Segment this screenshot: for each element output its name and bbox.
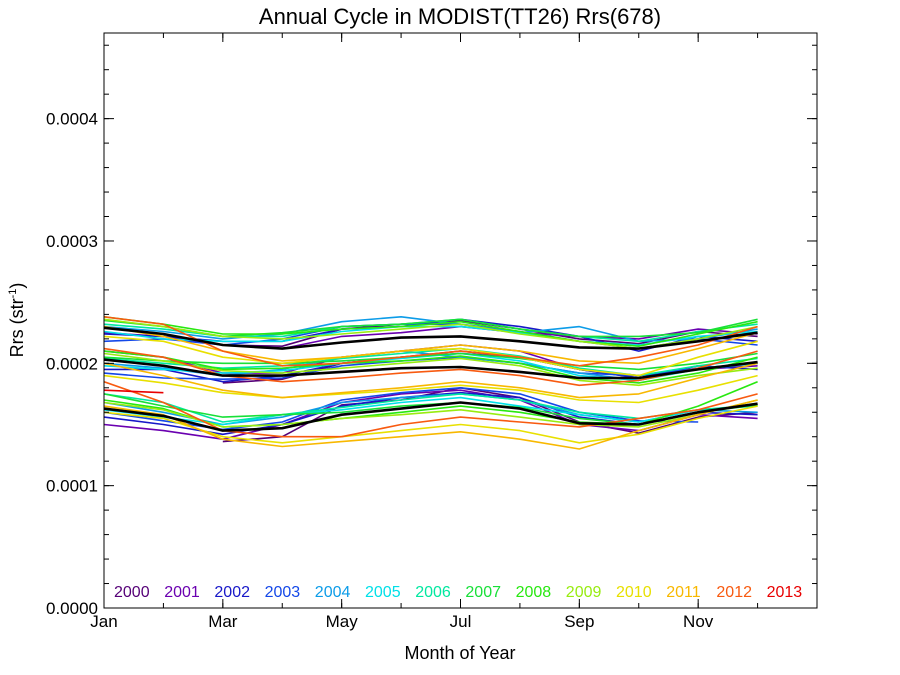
series-line-mean-2 [103, 326, 758, 350]
y-tick-label: 0.0001 [46, 477, 98, 496]
series-line-mean-1 [103, 358, 758, 380]
series-line-2011-1-0 [103, 362, 758, 399]
legend-entry-2012: 2012 [716, 584, 752, 601]
series-line-2010-1-0 [103, 374, 758, 404]
y-axis-label: Rrs (str-1) [7, 283, 27, 358]
legend-entry-2000: 2000 [114, 584, 150, 601]
legend-entry-2007: 2007 [465, 584, 501, 601]
series-line-2010-0-0 [103, 405, 758, 444]
legend-entry-2005: 2005 [365, 584, 401, 601]
y-tick-label: 0.0003 [46, 232, 98, 251]
x-tick-label: Sep [564, 612, 594, 631]
legend-entry-2001: 2001 [164, 584, 200, 601]
y-axis-label-superscript: -1 [7, 289, 19, 299]
series-line-2008-1-0 [103, 350, 758, 384]
series-line-2009-1-0 [103, 352, 758, 387]
series-line-2012-2-0 [103, 316, 758, 367]
legend-entry-2008: 2008 [516, 584, 552, 601]
legend-entry-2004: 2004 [315, 584, 351, 601]
series-line-2010-2-0 [103, 335, 758, 377]
ticks-layer: Jan Mar May Jul Sep Nov 0.0000 0.0001 0.0002 0.00… [46, 33, 817, 631]
legend-entry-2013: 2013 [767, 584, 803, 601]
series-line-2009-0-0 [103, 399, 758, 428]
x-tick-label: Jul [450, 612, 472, 631]
y-tick-label: 0.0000 [46, 599, 98, 618]
series-layer [103, 315, 758, 450]
series-line-2012-0-0 [103, 380, 758, 438]
legend-entry-2006: 2006 [415, 584, 451, 601]
y-axis-label-close: ) [7, 283, 27, 289]
chart-title: Annual Cycle in MODIST(TT26) Rrs(678) [259, 4, 661, 29]
series-line-2008-2-0 [103, 316, 758, 348]
series-line-mean-0 [103, 401, 758, 432]
x-axis-label: Month of Year [404, 643, 515, 663]
legend-entry-2003: 2003 [265, 584, 301, 601]
x-tick-label: Nov [683, 612, 714, 631]
legend: 2000 2001 2002 2003 2004 2005 2006 2007 2008 2009… [114, 584, 802, 601]
y-axis-label-main: Rrs (str [7, 298, 27, 357]
series-line-2007-1-0 [103, 352, 758, 371]
y-tick-label: 0.0004 [46, 110, 98, 129]
x-tick-label: Mar [208, 612, 238, 631]
series-line-2004-2-0 [103, 315, 758, 343]
series-line-2013-0-0 [103, 389, 164, 394]
x-tick-label: Jan [90, 612, 117, 631]
x-tick-label: May [326, 612, 359, 631]
series-line-2011-0-0 [103, 399, 758, 450]
legend-entry-2011: 2011 [666, 584, 701, 601]
legend-entry-2009: 2009 [566, 584, 602, 601]
y-tick-label: 0.0002 [46, 354, 98, 373]
series-line-2012-1-0 [103, 347, 758, 387]
legend-entry-2002: 2002 [214, 584, 250, 601]
series-line-2011-2-0 [103, 325, 758, 365]
legend-entry-2010: 2010 [616, 584, 652, 601]
